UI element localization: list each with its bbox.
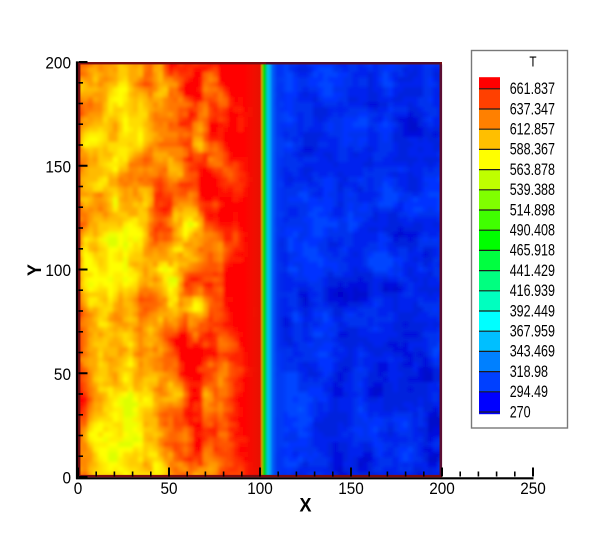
- svg-text:661.837: 661.837: [510, 81, 555, 99]
- svg-text:563.878: 563.878: [510, 161, 555, 179]
- svg-text:200: 200: [45, 55, 71, 73]
- svg-text:465.918: 465.918: [510, 242, 555, 260]
- svg-text:0: 0: [62, 470, 71, 488]
- svg-text:150: 150: [338, 481, 364, 499]
- svg-text:318.98: 318.98: [510, 363, 548, 381]
- svg-text:T: T: [529, 53, 536, 70]
- svg-text:250: 250: [520, 481, 546, 499]
- svg-text:539.388: 539.388: [510, 182, 555, 200]
- svg-text:50: 50: [160, 481, 177, 499]
- svg-text:441.429: 441.429: [510, 262, 555, 280]
- svg-text:490.408: 490.408: [510, 222, 555, 240]
- svg-text:612.857: 612.857: [510, 121, 555, 139]
- svg-text:588.367: 588.367: [510, 141, 555, 159]
- svg-text:X: X: [300, 494, 312, 516]
- svg-text:514.898: 514.898: [510, 202, 555, 220]
- svg-text:150: 150: [45, 159, 71, 177]
- svg-text:637.347: 637.347: [510, 101, 555, 119]
- svg-text:Y: Y: [23, 264, 45, 276]
- svg-text:416.939: 416.939: [510, 283, 555, 301]
- svg-text:200: 200: [429, 481, 455, 499]
- svg-text:367.959: 367.959: [510, 323, 555, 341]
- svg-text:100: 100: [45, 263, 71, 281]
- svg-text:294.49: 294.49: [510, 384, 548, 402]
- svg-text:50: 50: [54, 366, 71, 384]
- svg-text:392.449: 392.449: [510, 303, 555, 321]
- svg-text:343.469: 343.469: [510, 343, 555, 361]
- svg-text:100: 100: [247, 481, 273, 499]
- svg-text:0: 0: [74, 481, 83, 499]
- svg-text:270: 270: [510, 404, 531, 422]
